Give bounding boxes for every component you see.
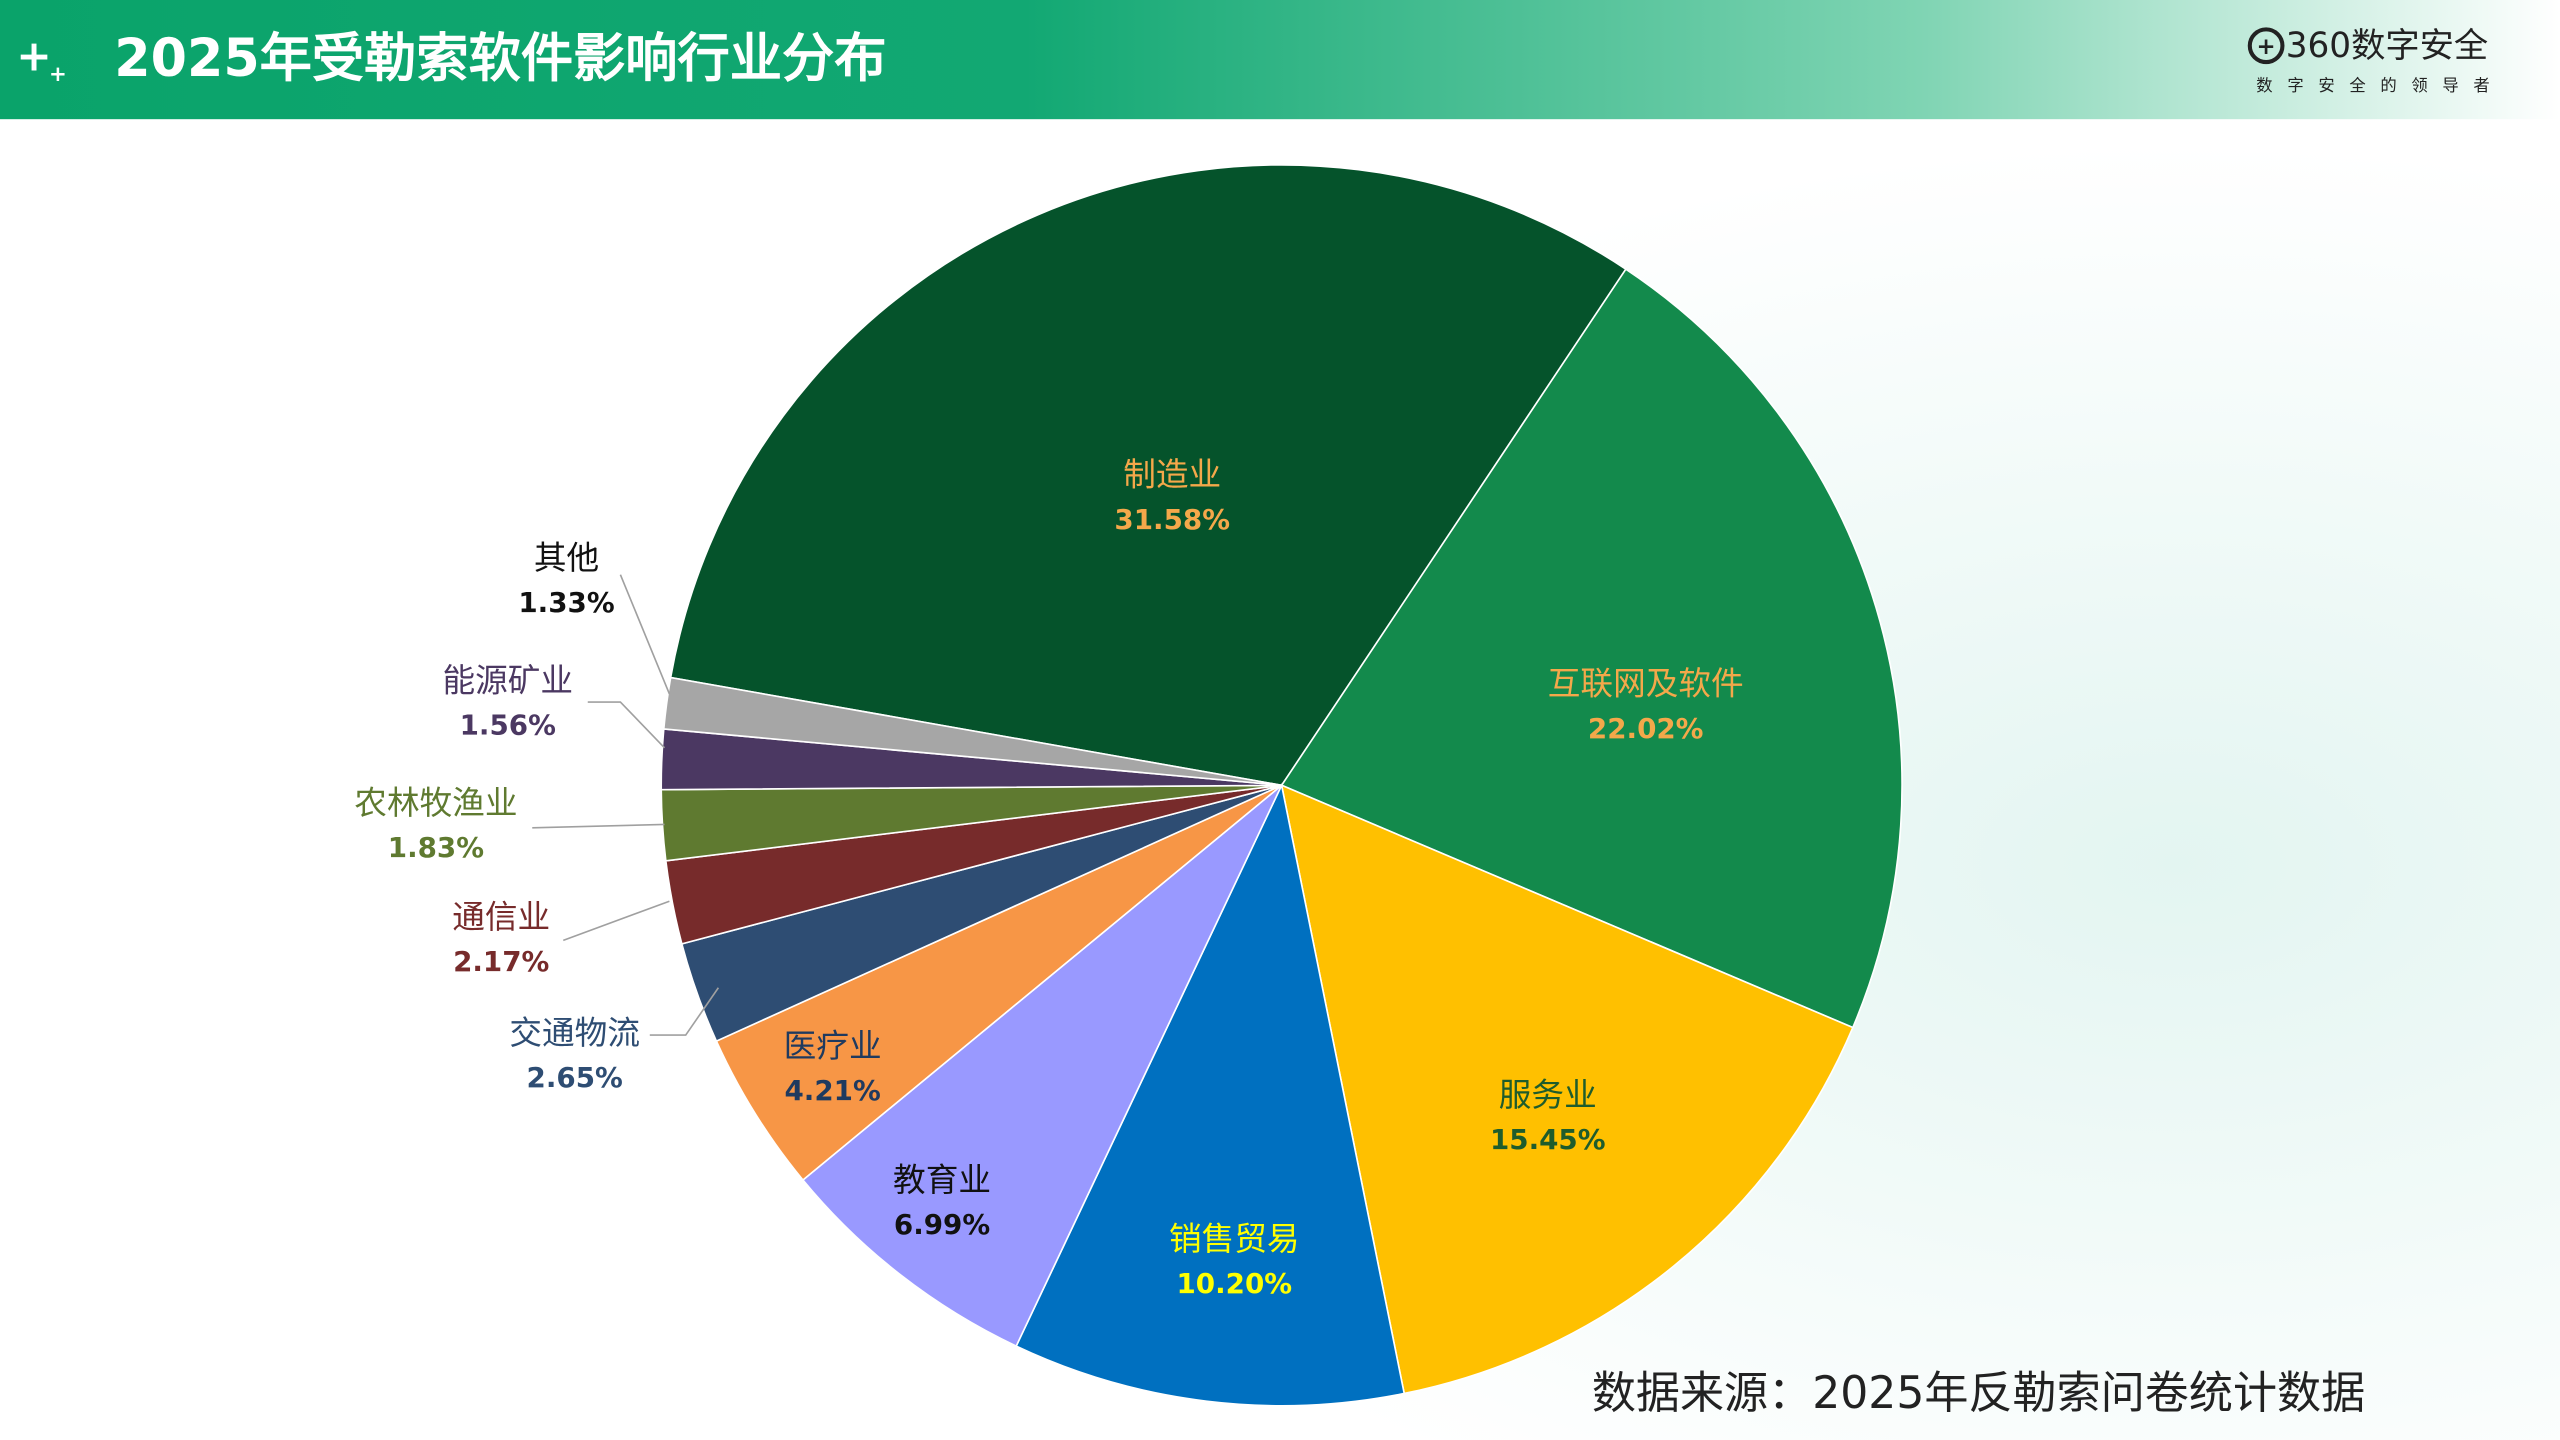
- slice-label: 通信业: [452, 898, 550, 936]
- source-note: 数据来源：2025年反勒索问卷统计数据: [1592, 1368, 2365, 1419]
- slice-label: 教育业: [893, 1161, 991, 1199]
- slice-value-label: 4.21%: [785, 1074, 881, 1107]
- slice-value-label: 10.20%: [1176, 1267, 1292, 1300]
- leader-line: [587, 701, 666, 749]
- pie-slice: [801, 784, 1283, 1348]
- slice-label: 制造业: [1123, 456, 1221, 494]
- slice-value-label: 1.83%: [388, 831, 484, 864]
- leader-line: [532, 823, 665, 829]
- slice-value-label: 22.02%: [1588, 712, 1704, 745]
- slice-label: 农林牧渔业: [354, 784, 517, 822]
- brand-slogan: 数字安全的领导者: [2256, 76, 2504, 95]
- slice-label: 服务业: [1499, 1076, 1597, 1114]
- header-icon: +: [49, 62, 67, 87]
- header-bar: [0, 0, 2560, 120]
- slice-label: 互联网及软件: [1548, 665, 1744, 703]
- slice-label: 销售贸易: [1169, 1220, 1300, 1258]
- pie-slice: [669, 164, 1627, 787]
- header-icon: +: [16, 32, 52, 81]
- slice-label: 能源矿业: [442, 661, 573, 699]
- leader-line: [619, 574, 671, 695]
- pie-slice: [1280, 783, 1854, 1395]
- slice-value-label: 1.56%: [460, 709, 556, 742]
- logo-icon: [2247, 27, 2285, 65]
- slice-label: 交通物流: [509, 1014, 640, 1052]
- pie-slice: [662, 676, 1282, 787]
- slice-value-label: 15.45%: [1490, 1123, 1606, 1156]
- pie-slice: [1015, 782, 1406, 1407]
- leader-line: [649, 987, 720, 1036]
- slice-label: 其他: [534, 539, 599, 577]
- pie-slice: [1280, 268, 1903, 1029]
- logo-icon: +: [2257, 34, 2276, 60]
- slice-value-label: 2.17%: [453, 945, 549, 978]
- slice-label: 医疗业: [784, 1027, 882, 1065]
- chart-title: 2025年受勒索软件影响行业分布: [114, 29, 886, 89]
- slice-value-label: 1.33%: [518, 586, 614, 619]
- slice-value-label: 2.65%: [527, 1061, 623, 1094]
- slice-value-label: 6.99%: [894, 1208, 990, 1241]
- slice-value-label: 31.58%: [1114, 503, 1230, 536]
- leader-line: [562, 900, 670, 942]
- brand-name: 360数字安全: [2286, 26, 2488, 66]
